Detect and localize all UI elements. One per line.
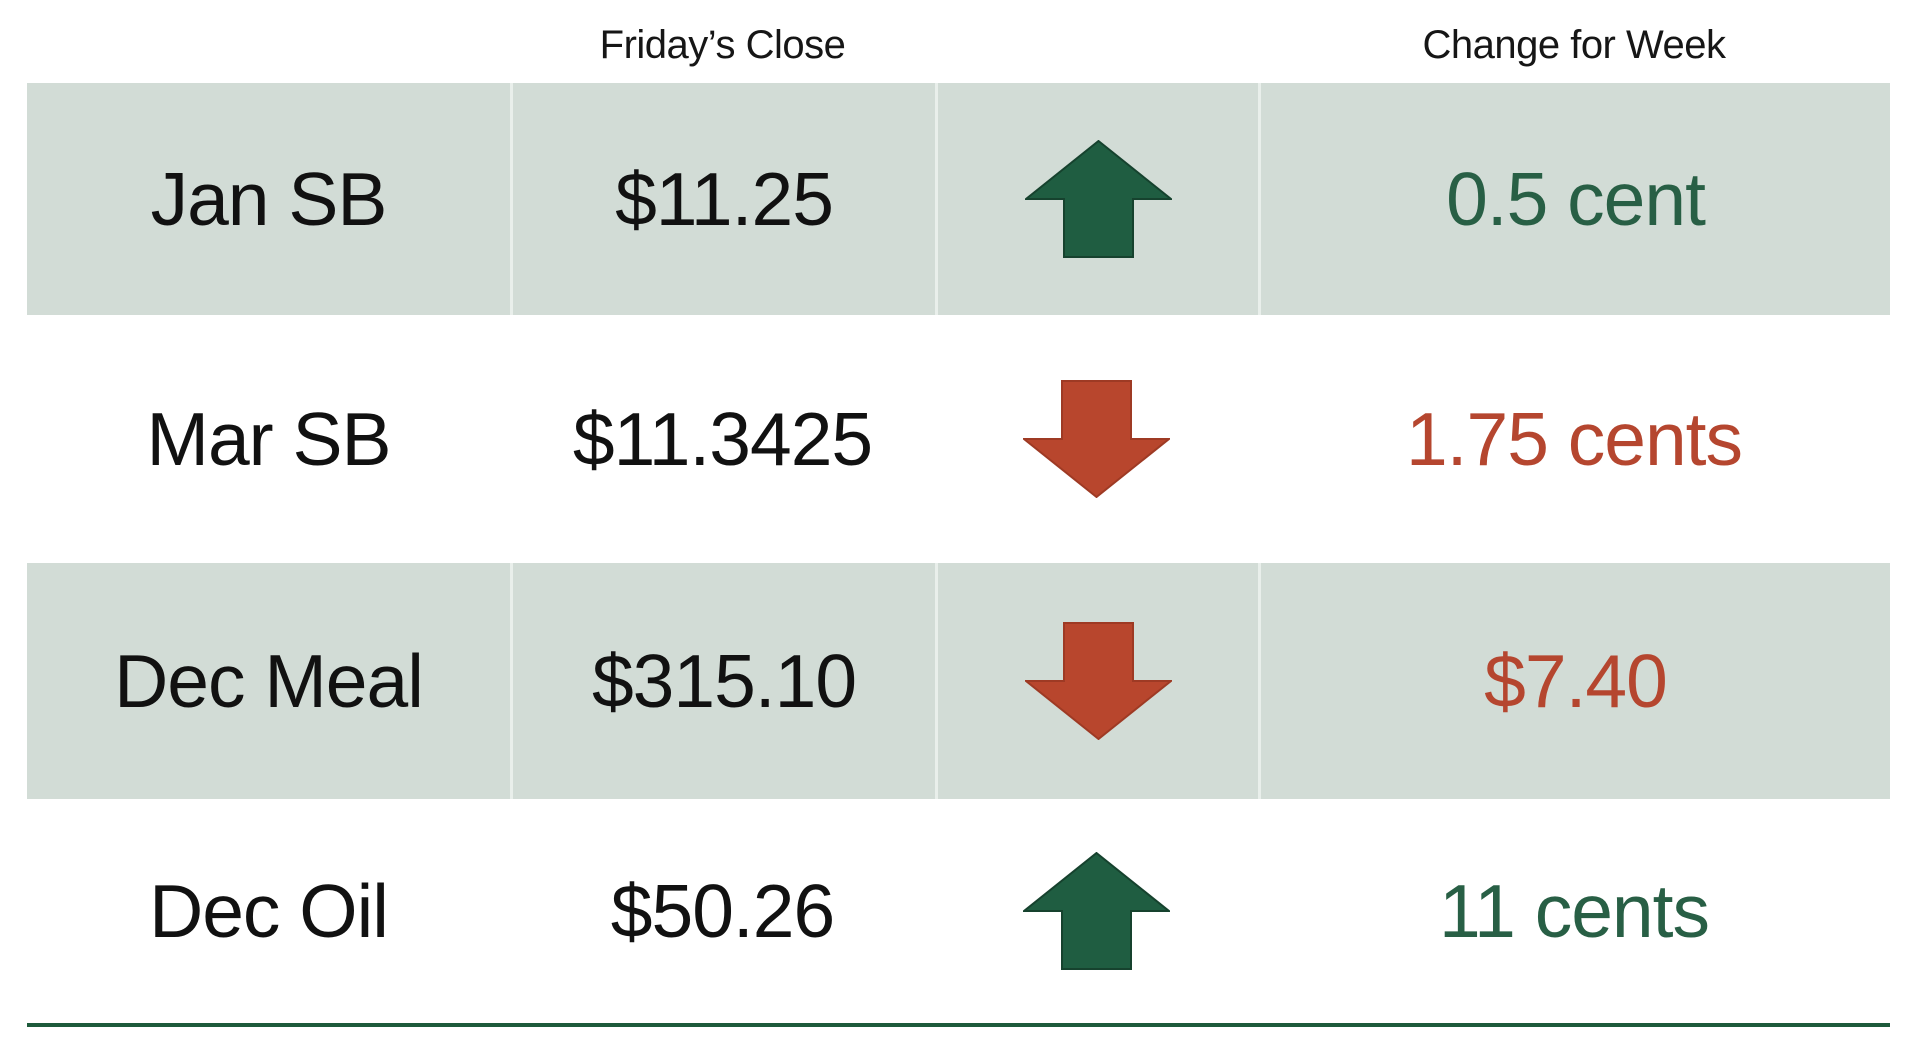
up-arrow-icon <box>1024 140 1172 258</box>
close-value: $11.25 <box>615 156 834 241</box>
down-arrow-icon <box>1024 622 1172 740</box>
contract-label: Mar SB <box>146 396 391 481</box>
header-row: Friday’s Close Change for Week <box>27 0 1890 83</box>
header-spacer <box>935 0 1258 83</box>
contract-label: Dec Oil <box>149 868 389 953</box>
bottom-divider <box>27 1023 1890 1027</box>
table-row: Dec Oil $50.26 11 cents <box>27 799 1890 1023</box>
table-body: Jan SB $11.25 0.5 cent Mar SB $11.3425 <box>27 83 1890 1023</box>
contract-cell: Mar SB <box>27 315 510 563</box>
change-cell: 0.5 cent <box>1258 83 1890 315</box>
close-value: $50.26 <box>610 868 835 953</box>
close-cell: $315.10 <box>510 563 935 799</box>
change-value: 11 cents <box>1439 868 1710 953</box>
close-value: $11.3425 <box>572 396 873 481</box>
arrow-cell <box>935 83 1258 315</box>
arrow-cell <box>935 315 1258 563</box>
close-cell: $50.26 <box>510 799 935 1023</box>
contract-cell: Dec Meal <box>27 563 510 799</box>
close-cell: $11.25 <box>510 83 935 315</box>
change-cell: 1.75 cents <box>1258 315 1890 563</box>
contract-label: Jan SB <box>150 156 388 241</box>
change-value: $7.40 <box>1484 638 1668 723</box>
change-cell: 11 cents <box>1258 799 1890 1023</box>
close-value: $315.10 <box>591 638 857 723</box>
header-change-for-week: Change for Week <box>1422 23 1726 67</box>
arrow-cell <box>935 563 1258 799</box>
contract-cell: Jan SB <box>27 83 510 315</box>
header-spacer <box>27 0 510 83</box>
contract-label: Dec Meal <box>114 638 424 723</box>
table-row: Mar SB $11.3425 1.75 cents <box>27 315 1890 563</box>
table-row: Jan SB $11.25 0.5 cent <box>27 83 1890 315</box>
close-cell: $11.3425 <box>510 315 935 563</box>
header-fridays-close: Friday’s Close <box>599 23 846 67</box>
down-arrow-icon <box>1023 380 1170 498</box>
up-arrow-icon <box>1023 852 1170 970</box>
table-grid: Friday’s Close Change for Week Jan SB $1… <box>27 0 1890 1023</box>
table-row: Dec Meal $315.10 $7.40 <box>27 563 1890 799</box>
change-value: 0.5 cent <box>1446 156 1706 241</box>
arrow-cell <box>935 799 1258 1023</box>
contract-cell: Dec Oil <box>27 799 510 1023</box>
change-value: 1.75 cents <box>1405 396 1743 481</box>
change-cell: $7.40 <box>1258 563 1890 799</box>
